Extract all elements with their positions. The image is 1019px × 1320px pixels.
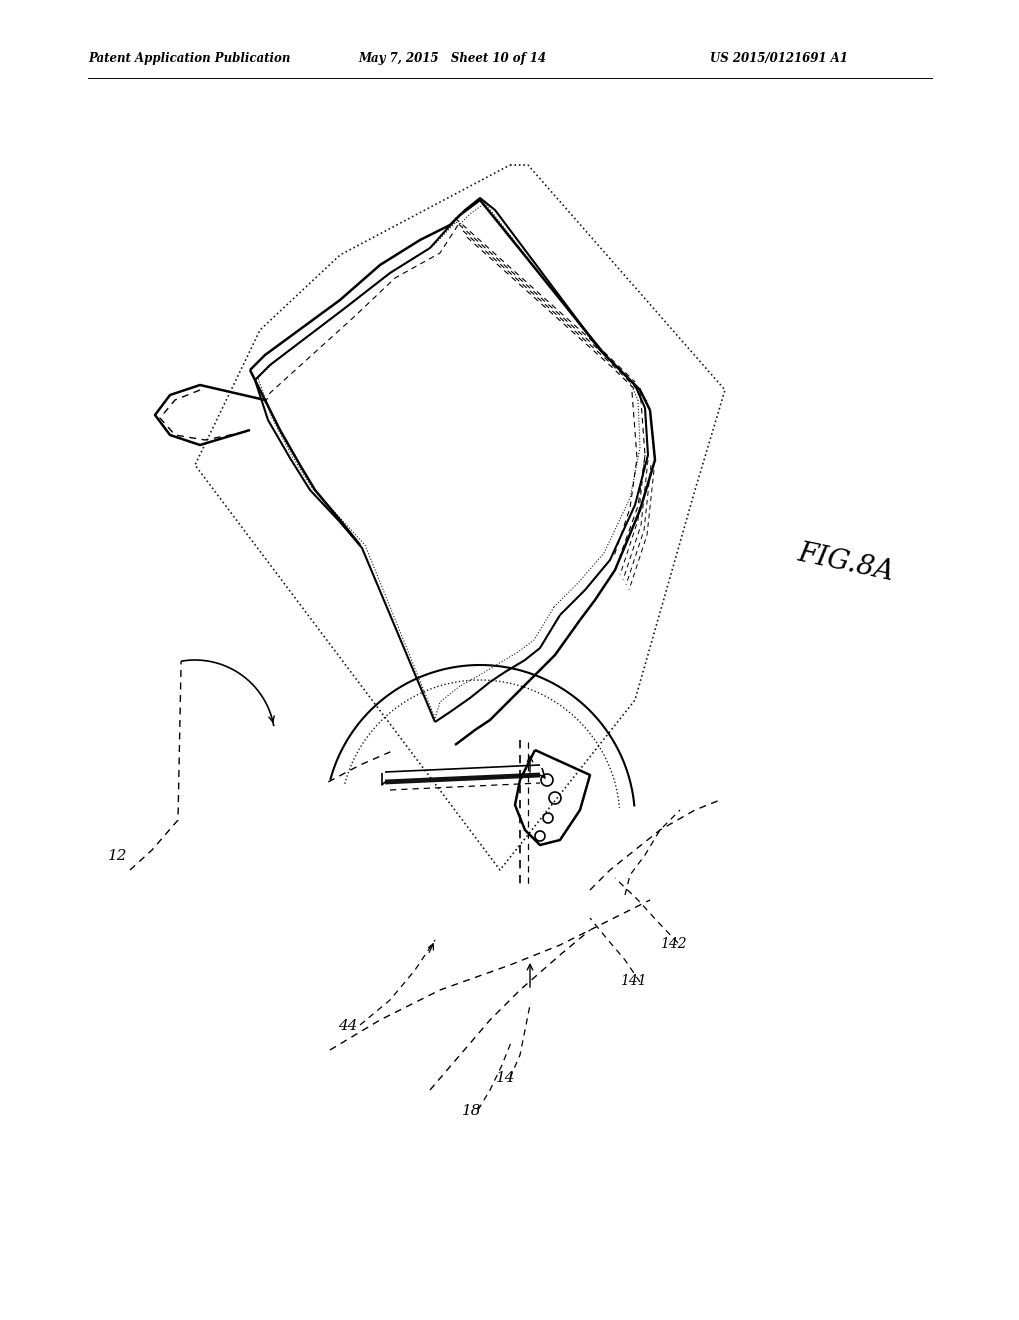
Text: 141: 141 xyxy=(620,974,646,987)
Text: 12: 12 xyxy=(108,849,127,863)
Text: Patent Application Publication: Patent Application Publication xyxy=(88,51,290,65)
Text: 44: 44 xyxy=(337,1019,357,1034)
Text: FIG.8A: FIG.8A xyxy=(794,540,896,586)
Text: US 2015/0121691 A1: US 2015/0121691 A1 xyxy=(709,51,847,65)
Text: May 7, 2015   Sheet 10 of 14: May 7, 2015 Sheet 10 of 14 xyxy=(358,51,545,65)
Text: 14: 14 xyxy=(495,1071,515,1085)
Text: 142: 142 xyxy=(659,937,686,950)
Text: 18: 18 xyxy=(462,1104,481,1118)
